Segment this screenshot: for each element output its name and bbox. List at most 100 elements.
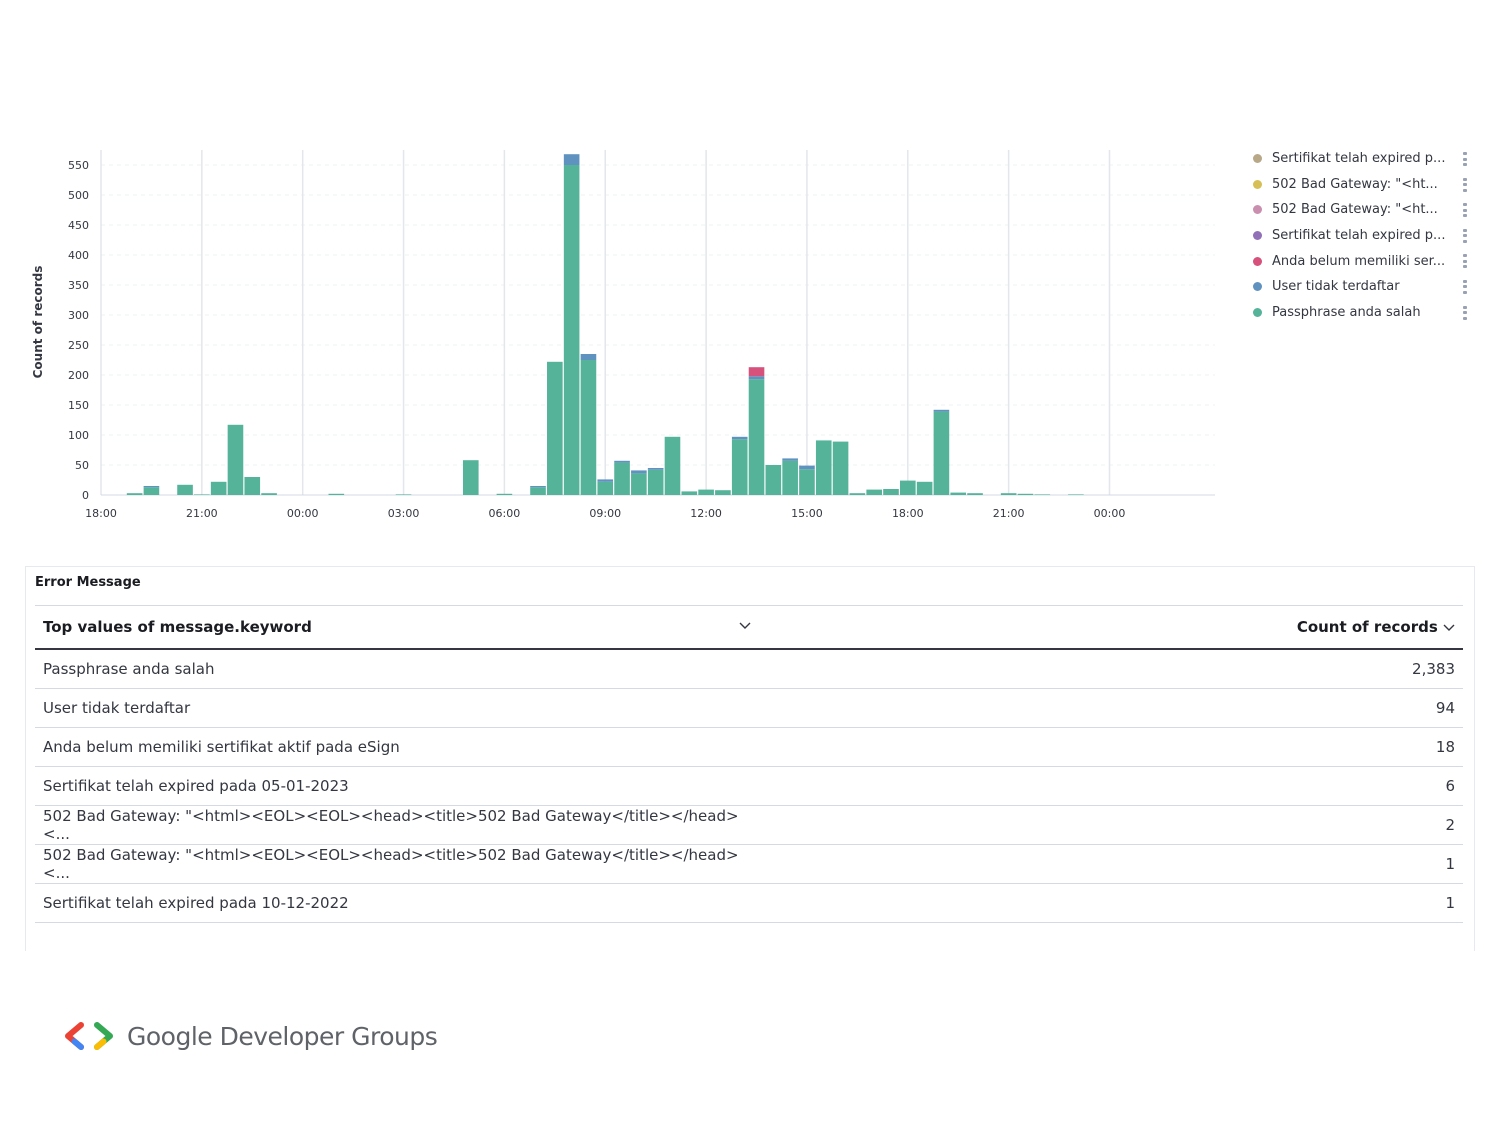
bar-segment-green[interactable] [126,493,143,495]
legend-menu-icon[interactable] [1463,254,1467,269]
bar-segment-blue[interactable] [799,465,815,470]
bar-segment-green[interactable] [261,493,277,495]
bar-segment-green[interactable] [210,481,227,495]
table-row[interactable]: Sertifikat telah expired pada 05-01-2023… [35,766,1463,806]
table-row[interactable]: User tidak terdaftar 94 [35,688,1463,728]
bar-segment-green[interactable] [530,487,546,495]
bar-segment-green[interactable] [681,491,698,495]
table-row[interactable]: 502 Bad Gateway: "<html><EOL><EOL><head>… [35,844,1463,884]
bar-segment-green[interactable] [462,460,479,495]
bar-segment-green[interactable] [866,489,882,495]
legend-item[interactable]: 502 Bad Gateway: "<ht... [1250,172,1475,198]
bar-segment-green[interactable] [496,493,513,495]
bar-segment-blue[interactable] [143,486,160,488]
legend-item[interactable]: User tidak terdaftar [1250,274,1475,300]
legend-item[interactable]: 502 Bad Gateway: "<ht... [1250,197,1475,223]
bar-segment-green[interactable] [244,477,261,495]
bar-segment-green[interactable] [1000,493,1017,495]
bar-segment-blue[interactable] [631,470,647,474]
bar-segment-green[interactable] [177,484,193,495]
y-tick-label: 150 [68,399,89,412]
column-header-message[interactable]: Top values of message.keyword [35,605,751,650]
bar-segment-blue[interactable] [731,436,748,440]
bar-segment-green[interactable] [731,439,748,495]
legend-menu-icon[interactable] [1463,305,1467,320]
bar-segment-green[interactable] [227,424,244,495]
bar-segment-green[interactable] [815,440,832,495]
bar-segment-blue[interactable] [530,486,546,488]
bar-segment-blue[interactable] [782,458,798,461]
bar-segment-green[interactable] [547,361,563,495]
bar-segment-blue[interactable] [748,376,765,380]
chevron-down-icon[interactable] [1443,620,1455,636]
y-axis-label: Count of records [31,266,45,379]
legend-label: Passphrase anda salah [1272,304,1421,320]
bar-segment-green[interactable] [597,481,614,495]
bar-segment-green[interactable] [614,462,630,495]
bar-segment-green[interactable] [883,489,899,495]
bar-segment-green[interactable] [765,465,782,495]
bar-segment-green[interactable] [933,411,950,495]
legend-color-dot [1253,154,1262,164]
bar-segment-green[interactable] [1068,494,1084,495]
legend-menu-icon[interactable] [1463,228,1467,243]
error-message-panel: Error Message Top values of message.keyw… [25,566,1475,951]
bar-segment-green[interactable] [631,473,647,495]
message-cell: Passphrase anda salah [35,649,751,689]
bar-segment-green[interactable] [664,436,681,495]
google-developer-groups-logo: Google Developer Groups [63,1018,438,1054]
legend-menu-icon[interactable] [1463,152,1467,166]
bar-segment-green[interactable] [916,481,933,495]
bar-segment-blue[interactable] [597,479,614,482]
bar-segment-green[interactable] [143,487,160,495]
bar-segment-blue[interactable] [647,468,664,470]
bar-segment-green[interactable] [782,460,798,495]
bar-segment-green[interactable] [748,379,765,495]
top-values-table: Top values of message.keyword Count of r… [35,605,1463,923]
bar-segment-blue[interactable] [614,460,630,463]
bar-segment-blue[interactable] [580,354,597,360]
legend-menu-icon[interactable] [1463,279,1467,294]
bar-segment-green[interactable] [328,493,345,495]
bar-segment-green[interactable] [580,360,597,495]
gdg-chevrons-icon [65,1022,113,1050]
bar-segment-green[interactable] [1034,494,1051,495]
bar-segment-green[interactable] [832,441,849,495]
y-tick-label: 300 [68,309,89,322]
legend-menu-icon[interactable] [1463,177,1467,192]
bar-segment-green[interactable] [950,492,967,495]
count-cell: 6 [751,766,1463,806]
bar-segment-green[interactable] [194,494,210,495]
chevron-down-icon[interactable] [739,618,751,634]
y-tick-label: 250 [68,339,89,352]
table-row[interactable]: Sertifikat telah expired pada 10-12-2022… [35,883,1463,923]
legend-item[interactable]: Anda belum memiliki ser... [1250,248,1475,274]
bar-segment-green[interactable] [563,165,580,495]
bar-segment-green[interactable] [395,494,412,495]
bar-segment-green[interactable] [799,469,815,495]
x-tick-label: 18:00 [85,507,117,520]
bar-segment-blue[interactable] [563,154,580,165]
legend-color-dot [1253,256,1262,266]
bar-segment-green[interactable] [698,489,714,495]
bar-segment-green[interactable] [967,493,983,495]
bar-segment-blue[interactable] [933,409,950,412]
legend-color-dot [1253,179,1262,189]
table-row[interactable]: Passphrase anda salah 2,383 [35,649,1463,689]
legend-item[interactable]: Passphrase anda salah [1250,300,1475,326]
bar-segment-green[interactable] [849,493,866,495]
bar-segment-green[interactable] [1017,493,1034,495]
legend-item[interactable]: Sertifikat telah expired p... [1250,146,1475,172]
bar-segment-green[interactable] [900,480,916,495]
legend-menu-icon[interactable] [1463,203,1467,218]
column-header-count[interactable]: Count of records [751,605,1463,650]
bar-segment-pink[interactable] [748,367,765,377]
bar-segment-green[interactable] [715,490,731,495]
y-tick-label: 0 [82,489,89,502]
legend-item[interactable]: Sertifikat telah expired p... [1250,223,1475,249]
table-row[interactable]: 502 Bad Gateway: "<html><EOL><EOL><head>… [35,805,1463,845]
table-row[interactable]: Anda belum memiliki sertifikat aktif pad… [35,727,1463,767]
bar-segment-green[interactable] [647,469,664,495]
legend-label: User tidak terdaftar [1272,279,1400,295]
legend-label: 502 Bad Gateway: "<ht... [1272,176,1438,192]
